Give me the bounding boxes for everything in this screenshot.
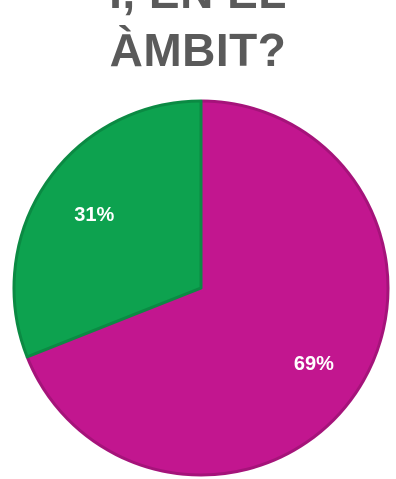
chart-title-line-1: Í, EN EL (0, 0, 396, 18)
pie-slices (12, 99, 390, 477)
pie-labels: 69% 31% (74, 204, 334, 375)
chart-title-line-2: ÀMBIT? (109, 24, 287, 76)
pie-slice-31-percent (12, 99, 203, 359)
pie-slice-69-percent (25, 99, 390, 477)
data-label-69-percent: 69% (294, 353, 334, 375)
data-label-31-percent: 31% (74, 204, 114, 226)
